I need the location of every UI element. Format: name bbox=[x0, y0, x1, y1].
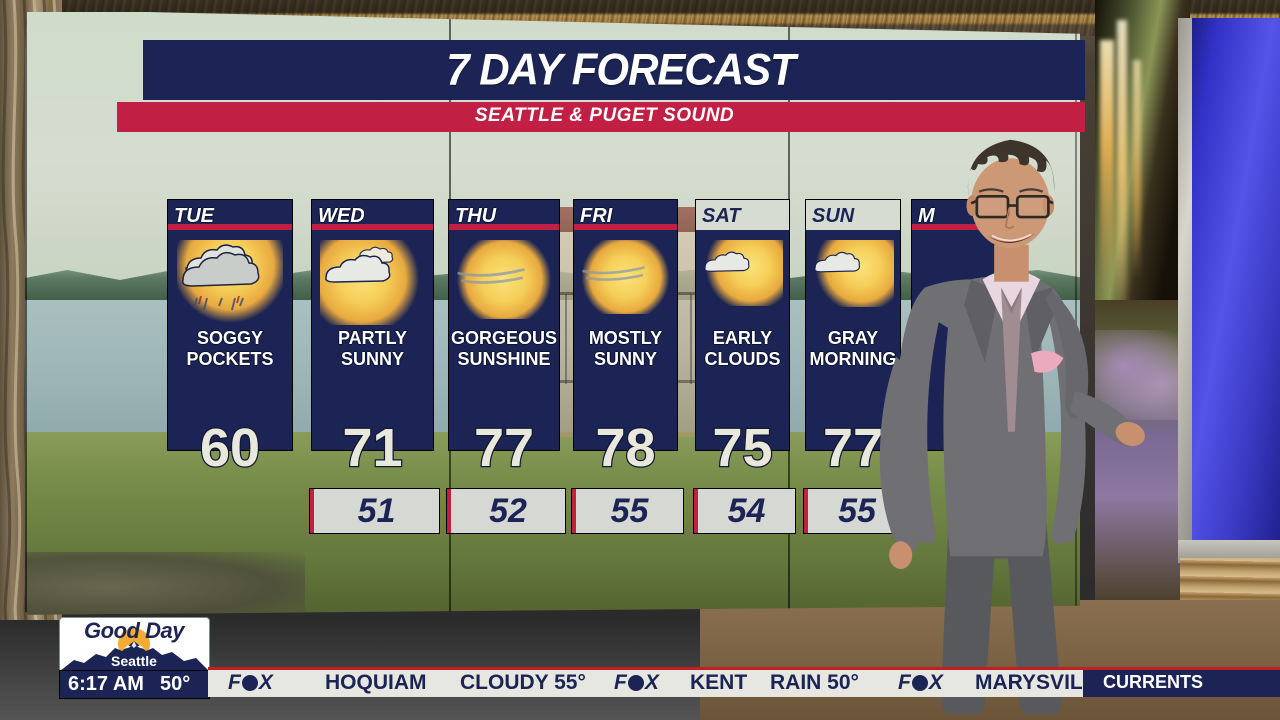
svg-text:Good Day: Good Day bbox=[84, 618, 186, 643]
svg-text:Seattle: Seattle bbox=[111, 653, 157, 669]
